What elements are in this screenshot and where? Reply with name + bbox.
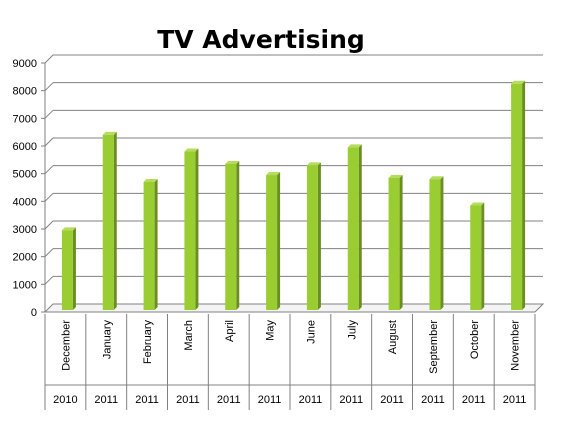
- bar-top: [225, 160, 240, 164]
- y-tick-label: 9000: [13, 58, 37, 70]
- y-tick-label: 4000: [13, 196, 37, 208]
- y-tick-label: 7000: [13, 113, 37, 125]
- y-tick-label: 2000: [13, 252, 37, 264]
- x-axis-categories: December 2010 January 2011 February 2011 March…: [44, 314, 536, 410]
- category-label: September: [428, 320, 440, 374]
- year-label: 2011: [380, 394, 404, 406]
- bar-side: [154, 178, 158, 310]
- bar-side: [440, 176, 444, 310]
- y-tick-label: 6000: [13, 141, 37, 153]
- bar-side: [113, 131, 117, 310]
- bar-top: [184, 148, 199, 152]
- bar: [61, 230, 73, 310]
- bar-top: [511, 80, 526, 84]
- bar: [143, 181, 155, 310]
- category-label: June: [305, 320, 317, 344]
- y-tick-label: 3000: [13, 224, 37, 236]
- category-label: October: [469, 320, 481, 359]
- bar-side: [236, 160, 240, 310]
- chart-floor: [43, 303, 545, 313]
- y-axis-ticks: 0 1000 2000 3000 4000 5000 6000 7000 8000 9000: [13, 58, 45, 319]
- category-label: March: [183, 320, 195, 351]
- category-label: April: [224, 320, 236, 342]
- bar-side: [195, 148, 199, 310]
- y-tick-label: 8000: [13, 86, 37, 98]
- year-label: 2011: [135, 394, 159, 406]
- year-label: 2011: [421, 394, 445, 406]
- gridline-depth: [44, 137, 54, 147]
- bar-top: [61, 227, 76, 231]
- grid-lines: [43, 54, 545, 313]
- bar-top: [388, 174, 403, 178]
- bar-side: [481, 202, 485, 310]
- bar-side: [72, 227, 76, 310]
- year-label: 2010: [53, 394, 77, 406]
- bar: [429, 179, 441, 310]
- bar-top: [347, 144, 362, 148]
- year-label: 2011: [339, 394, 363, 406]
- bar: [266, 175, 278, 310]
- bar-top: [143, 178, 158, 182]
- bar: [388, 177, 400, 310]
- category-label: November: [510, 320, 522, 371]
- gridline-depth: [44, 82, 54, 92]
- category-label: May: [265, 320, 277, 341]
- bar: [306, 165, 318, 310]
- bar-side: [317, 162, 321, 310]
- year-label: 2011: [503, 394, 527, 406]
- y-tick-label: 1000: [13, 279, 37, 291]
- gridline-depth: [44, 248, 54, 258]
- bar: [511, 83, 523, 310]
- bar-top: [266, 172, 281, 176]
- bar-top: [470, 202, 485, 206]
- bar: [225, 163, 237, 310]
- category-label: February: [142, 320, 154, 365]
- bar-side: [277, 172, 281, 310]
- gridline-depth: [44, 275, 54, 285]
- bars: [61, 80, 526, 310]
- year-label: 2011: [176, 394, 200, 406]
- bar-top: [102, 131, 117, 135]
- year-label: 2011: [299, 394, 323, 406]
- category-label: July: [346, 320, 358, 340]
- gridline-depth: [44, 109, 54, 119]
- bar: [347, 147, 359, 310]
- category-label: January: [101, 320, 113, 360]
- bar-side: [522, 80, 526, 310]
- year-label: 2011: [94, 394, 118, 406]
- y-tick-label: 0: [31, 307, 37, 319]
- category-label: August: [387, 320, 399, 354]
- year-label: 2011: [462, 394, 486, 406]
- year-label: 2011: [217, 394, 241, 406]
- gridline-depth: [44, 165, 54, 175]
- chart-title: TV Advertising: [157, 25, 365, 54]
- bar-side: [399, 174, 403, 310]
- bar-top: [306, 162, 321, 166]
- y-tick-label: 5000: [13, 169, 37, 181]
- gridline-depth: [44, 192, 54, 202]
- bar-top: [429, 176, 444, 180]
- year-label: 2011: [258, 394, 282, 406]
- gridline-depth: [44, 220, 54, 230]
- bar: [102, 134, 114, 310]
- bar: [184, 151, 196, 310]
- category-label: December: [60, 320, 72, 371]
- bar: [470, 205, 482, 310]
- gridline-depth: [44, 54, 54, 64]
- bar-side: [358, 144, 362, 310]
